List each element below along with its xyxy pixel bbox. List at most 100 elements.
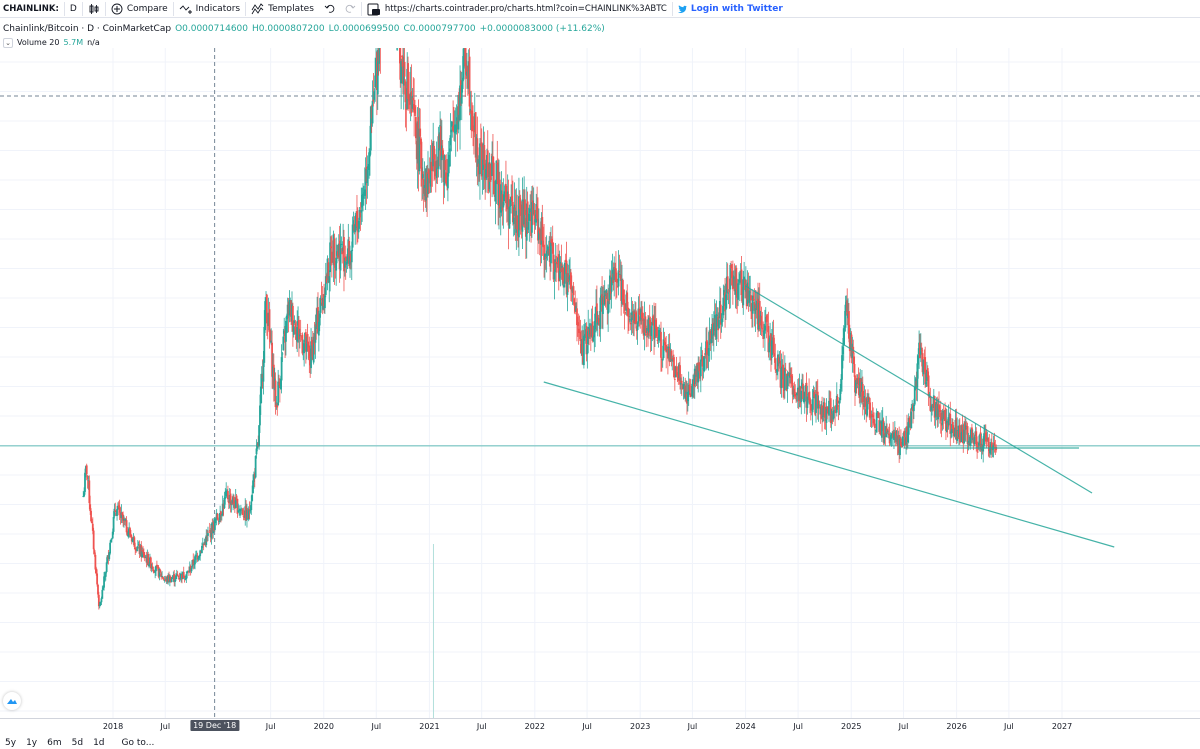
candle-body bbox=[314, 324, 317, 343]
candle-body bbox=[955, 418, 958, 440]
series-title[interactable]: Chainlink/Bitcoin · D · CoinMarketCap bbox=[3, 24, 172, 34]
candle-body bbox=[407, 63, 409, 99]
candle-body bbox=[461, 77, 464, 90]
range-button-6m[interactable]: 6m bbox=[47, 738, 62, 748]
bar-style-button[interactable] bbox=[83, 0, 105, 18]
snapshot-button[interactable]: https://charts.cointrader.pro/charts.htm… bbox=[362, 0, 672, 18]
candle-body bbox=[112, 517, 115, 532]
candle-body bbox=[462, 48, 465, 80]
candle-body bbox=[929, 395, 932, 411]
candle-body bbox=[359, 211, 362, 218]
candle-body bbox=[813, 391, 816, 397]
candle-body bbox=[854, 380, 857, 394]
candle-body bbox=[770, 340, 773, 359]
compare-button[interactable]: Compare bbox=[106, 0, 173, 18]
goto-button[interactable]: Go to... bbox=[121, 738, 155, 748]
candle-body bbox=[163, 580, 166, 581]
candle-body bbox=[82, 496, 85, 497]
candle-body bbox=[503, 194, 506, 202]
candle-body bbox=[276, 402, 279, 408]
brand-logo[interactable] bbox=[3, 692, 21, 710]
candles bbox=[82, 48, 998, 610]
symbol-search[interactable]: CHAINLINK: bbox=[0, 0, 64, 18]
candle-body bbox=[767, 325, 770, 353]
candle-body bbox=[527, 221, 530, 230]
candle-body bbox=[558, 270, 561, 279]
candle-body bbox=[698, 362, 700, 371]
drawings[interactable] bbox=[543, 285, 1115, 548]
candle-body bbox=[207, 531, 210, 533]
candle-body bbox=[512, 217, 515, 225]
trend-line-lower[interactable] bbox=[543, 381, 1115, 548]
candle-body bbox=[731, 271, 733, 278]
indicators-label: Indicators bbox=[195, 3, 241, 14]
range-button-1y[interactable]: 1y bbox=[26, 738, 38, 748]
candle-body bbox=[162, 579, 165, 581]
trend-line-upper[interactable] bbox=[745, 285, 1093, 494]
candle-body bbox=[641, 318, 644, 322]
candle-body bbox=[133, 537, 136, 547]
candle-body bbox=[294, 323, 297, 335]
candle-body bbox=[987, 437, 990, 447]
candle-body bbox=[414, 107, 416, 114]
candle-body bbox=[926, 368, 929, 378]
candle-body bbox=[235, 495, 238, 500]
candle-body bbox=[485, 169, 487, 179]
candle-body bbox=[817, 404, 820, 409]
range-button-1d[interactable]: 1d bbox=[93, 738, 105, 748]
candle-body bbox=[127, 532, 130, 537]
candle-body bbox=[826, 407, 829, 409]
candle-body bbox=[233, 496, 235, 504]
candle-body bbox=[105, 562, 108, 572]
candle-body bbox=[783, 367, 786, 391]
candle-body bbox=[628, 316, 630, 317]
candle-body bbox=[846, 300, 849, 316]
chart-url[interactable]: https://charts.cointrader.pro/charts.htm… bbox=[384, 3, 667, 14]
candle-body bbox=[339, 244, 342, 271]
candle-body bbox=[582, 335, 585, 366]
candle-body bbox=[772, 334, 775, 354]
range-button-5d[interactable]: 5d bbox=[71, 738, 84, 748]
indicators-button[interactable]: Indicators bbox=[174, 0, 245, 18]
candle-body bbox=[536, 206, 539, 219]
candle-body bbox=[647, 317, 650, 333]
undo-button[interactable] bbox=[319, 0, 340, 18]
candle-body bbox=[644, 316, 647, 334]
collapse-icon[interactable]: ⌄ bbox=[3, 38, 13, 48]
templates-button[interactable]: Templates bbox=[246, 0, 319, 18]
candle-body bbox=[134, 547, 137, 550]
candle-body bbox=[299, 333, 302, 334]
redo-button[interactable] bbox=[340, 0, 361, 18]
candle-body bbox=[947, 417, 950, 426]
candle-body bbox=[528, 213, 531, 221]
ohlc-row: Chainlink/Bitcoin · D · CoinMarketCap O0… bbox=[3, 22, 605, 36]
candle-body bbox=[298, 319, 300, 340]
candle-body bbox=[214, 519, 217, 521]
candle-body bbox=[329, 242, 332, 273]
candle-body bbox=[443, 155, 446, 186]
candle-body bbox=[310, 341, 312, 369]
candle-body bbox=[444, 160, 447, 170]
candle-body bbox=[518, 196, 520, 238]
candle-body bbox=[217, 519, 220, 521]
candle-body bbox=[465, 60, 467, 75]
candle-body bbox=[455, 117, 458, 132]
candle-body bbox=[591, 321, 594, 341]
chart-pane[interactable] bbox=[0, 48, 1200, 718]
time-axis[interactable]: 2018 Jul Jul 2020 Jul 2021 Jul 2022 Jul 2023 Jul 20… bbox=[0, 718, 1200, 734]
candle-body bbox=[97, 584, 99, 595]
interval-button[interactable]: D bbox=[65, 0, 82, 18]
candle-body bbox=[979, 432, 982, 450]
range-button-5y[interactable]: 5y bbox=[5, 738, 17, 748]
candle-body bbox=[822, 415, 824, 417]
candle-body bbox=[317, 321, 320, 336]
candle-body bbox=[408, 99, 411, 105]
candle-body bbox=[251, 494, 254, 501]
price-chart[interactable] bbox=[0, 48, 1200, 718]
candle-body bbox=[531, 200, 534, 215]
volume-label[interactable]: Volume 20 bbox=[17, 38, 60, 47]
candle-body bbox=[350, 250, 353, 263]
candle-body bbox=[154, 570, 157, 573]
candle-body bbox=[250, 501, 253, 511]
twitter-login-button[interactable]: Login with Twitter bbox=[673, 0, 788, 18]
